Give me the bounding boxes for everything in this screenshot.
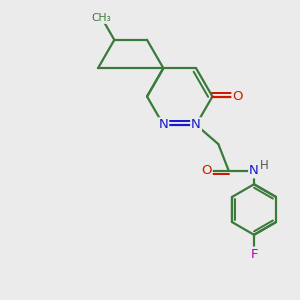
Text: F: F: [250, 248, 258, 261]
Text: N: N: [158, 118, 168, 131]
Text: N: N: [191, 118, 201, 131]
Text: H: H: [260, 159, 269, 172]
Text: O: O: [201, 164, 212, 177]
Text: N: N: [249, 164, 259, 177]
Text: O: O: [232, 90, 243, 103]
Text: CH₃: CH₃: [92, 13, 112, 23]
